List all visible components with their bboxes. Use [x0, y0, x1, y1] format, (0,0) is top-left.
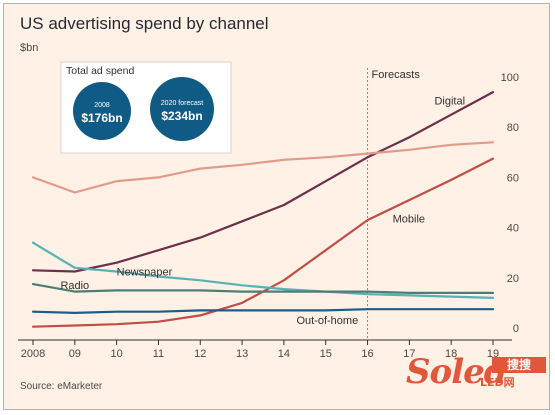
series-label-digital: Digital [434, 96, 465, 108]
x-tick-label: 12 [194, 348, 206, 360]
inset-bubble-label: 2020 forecast [161, 100, 203, 107]
forecast-label: Forecasts [372, 69, 421, 81]
y-tick-label: 40 [507, 223, 519, 235]
series-line-radio [31, 283, 495, 294]
x-tick-label: 09 [69, 348, 81, 360]
x-tick-label: 15 [320, 348, 332, 360]
y-tick-label: 80 [507, 122, 519, 134]
watermark-logo: Soled [406, 352, 508, 392]
inset-bubble [73, 82, 131, 140]
y-tick-label: 60 [507, 172, 519, 184]
watermark-badge: 搜搜 [492, 357, 546, 373]
series-line-tv [31, 141, 495, 194]
watermark-subtext: LED网 [480, 376, 515, 389]
series-label-mobile: Mobile [393, 214, 425, 226]
inset-title: Total ad spend [66, 65, 134, 77]
x-tick-label: 17 [403, 348, 415, 360]
series-label-radio: Radio [60, 280, 89, 292]
series-line-digital [31, 91, 495, 273]
series-label-newspaper: Newspaper [117, 266, 173, 278]
series-line-newspaper [31, 241, 495, 299]
series-line-mobile [31, 157, 495, 328]
chart-title: US advertising spend by channel [20, 14, 269, 33]
inset-bubble-value: $234bn [161, 109, 202, 123]
y-tick-label: 20 [507, 273, 519, 285]
x-tick-label: 16 [361, 348, 373, 360]
inset-bubble [150, 77, 214, 141]
series-label-out-of-home: Out-of-home [296, 315, 358, 327]
inset-bubble-label: 2008 [94, 102, 110, 109]
series-line-out-of-home [31, 308, 495, 314]
y-tick-label: 100 [501, 72, 519, 84]
x-tick-label: 13 [236, 348, 248, 360]
y-tick-label: 0 [513, 323, 519, 335]
x-tick-label: 10 [111, 348, 123, 360]
y-axis-unit-label: $bn [20, 42, 39, 54]
x-tick-label: 11 [153, 348, 164, 360]
inset-bubble-value: $176bn [81, 111, 122, 125]
x-tick-label: 14 [278, 348, 290, 360]
x-tick-label: 2008 [21, 348, 45, 360]
source-note: Source: eMarketer [20, 381, 103, 392]
x-tick-label: 18 [445, 348, 457, 360]
